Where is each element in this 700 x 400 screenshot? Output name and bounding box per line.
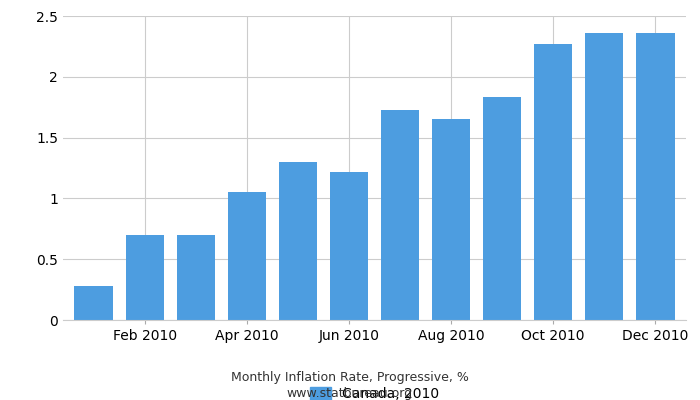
- Bar: [125, 235, 164, 320]
- Bar: [330, 172, 368, 320]
- Bar: [534, 44, 573, 320]
- Bar: [432, 119, 470, 320]
- Bar: [381, 110, 419, 320]
- Bar: [636, 33, 675, 320]
- Bar: [74, 286, 113, 320]
- Bar: [228, 192, 266, 320]
- Legend: Canada, 2010: Canada, 2010: [304, 382, 444, 400]
- Bar: [483, 98, 522, 320]
- Bar: [176, 235, 215, 320]
- Text: Monthly Inflation Rate, Progressive, %: Monthly Inflation Rate, Progressive, %: [231, 372, 469, 384]
- Bar: [279, 162, 317, 320]
- Bar: [585, 33, 624, 320]
- Text: www.statbureau.org: www.statbureau.org: [287, 388, 413, 400]
